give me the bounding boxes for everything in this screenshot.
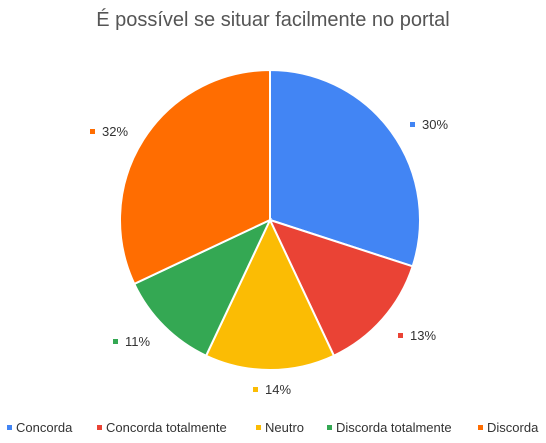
slice-label-marker-discorda-totalmente — [113, 339, 118, 344]
pie-slice-concorda — [269, 68, 421, 268]
legend-marker-concorda-totalmente — [97, 425, 102, 430]
pie-slice-discorda-totalmente — [132, 217, 273, 358]
chart-title: É possível se situar facilmente no porta… — [96, 8, 450, 31]
slice-label-marker-concorda — [410, 122, 415, 127]
slice-label-marker-concorda-totalmente — [398, 333, 403, 338]
legend-item-discorda-totalmente: Discorda totalmente — [336, 420, 452, 435]
legend-marker-discorda-totalmente — [327, 425, 332, 430]
legend-item-concorda: Concorda — [16, 420, 73, 435]
pie-slice-neutro — [204, 217, 336, 371]
legend-item-concorda-totalmente: Concorda totalmente — [106, 420, 227, 435]
legend-item-neutro: Neutro — [265, 420, 304, 435]
slice-label-concorda-totalmente: 13% — [410, 328, 436, 343]
legend-marker-concorda — [7, 425, 12, 430]
slice-label-discorda-totalmente: 11% — [125, 334, 150, 349]
legend-marker-neutro — [256, 425, 261, 430]
slice-label-marker-neutro — [253, 387, 258, 392]
slice-label-concorda: 30% — [422, 117, 448, 132]
pie-slice-concorda-totalmente — [268, 218, 414, 358]
slice-label-neutro: 14% — [265, 382, 291, 397]
legend: Concorda Concorda totalmente Neutro Discord… — [7, 420, 539, 435]
slice-label-discorda: 32% — [102, 124, 128, 139]
legend-marker-discorda — [478, 425, 483, 430]
slice-label-marker-discorda — [90, 129, 95, 134]
legend-item-discorda: Discorda — [487, 420, 539, 435]
slice-labels: 30% 13% 14% 11% 32% — [90, 117, 448, 397]
pie-slice-discorda — [119, 68, 271, 286]
pie-slices — [119, 68, 421, 371]
